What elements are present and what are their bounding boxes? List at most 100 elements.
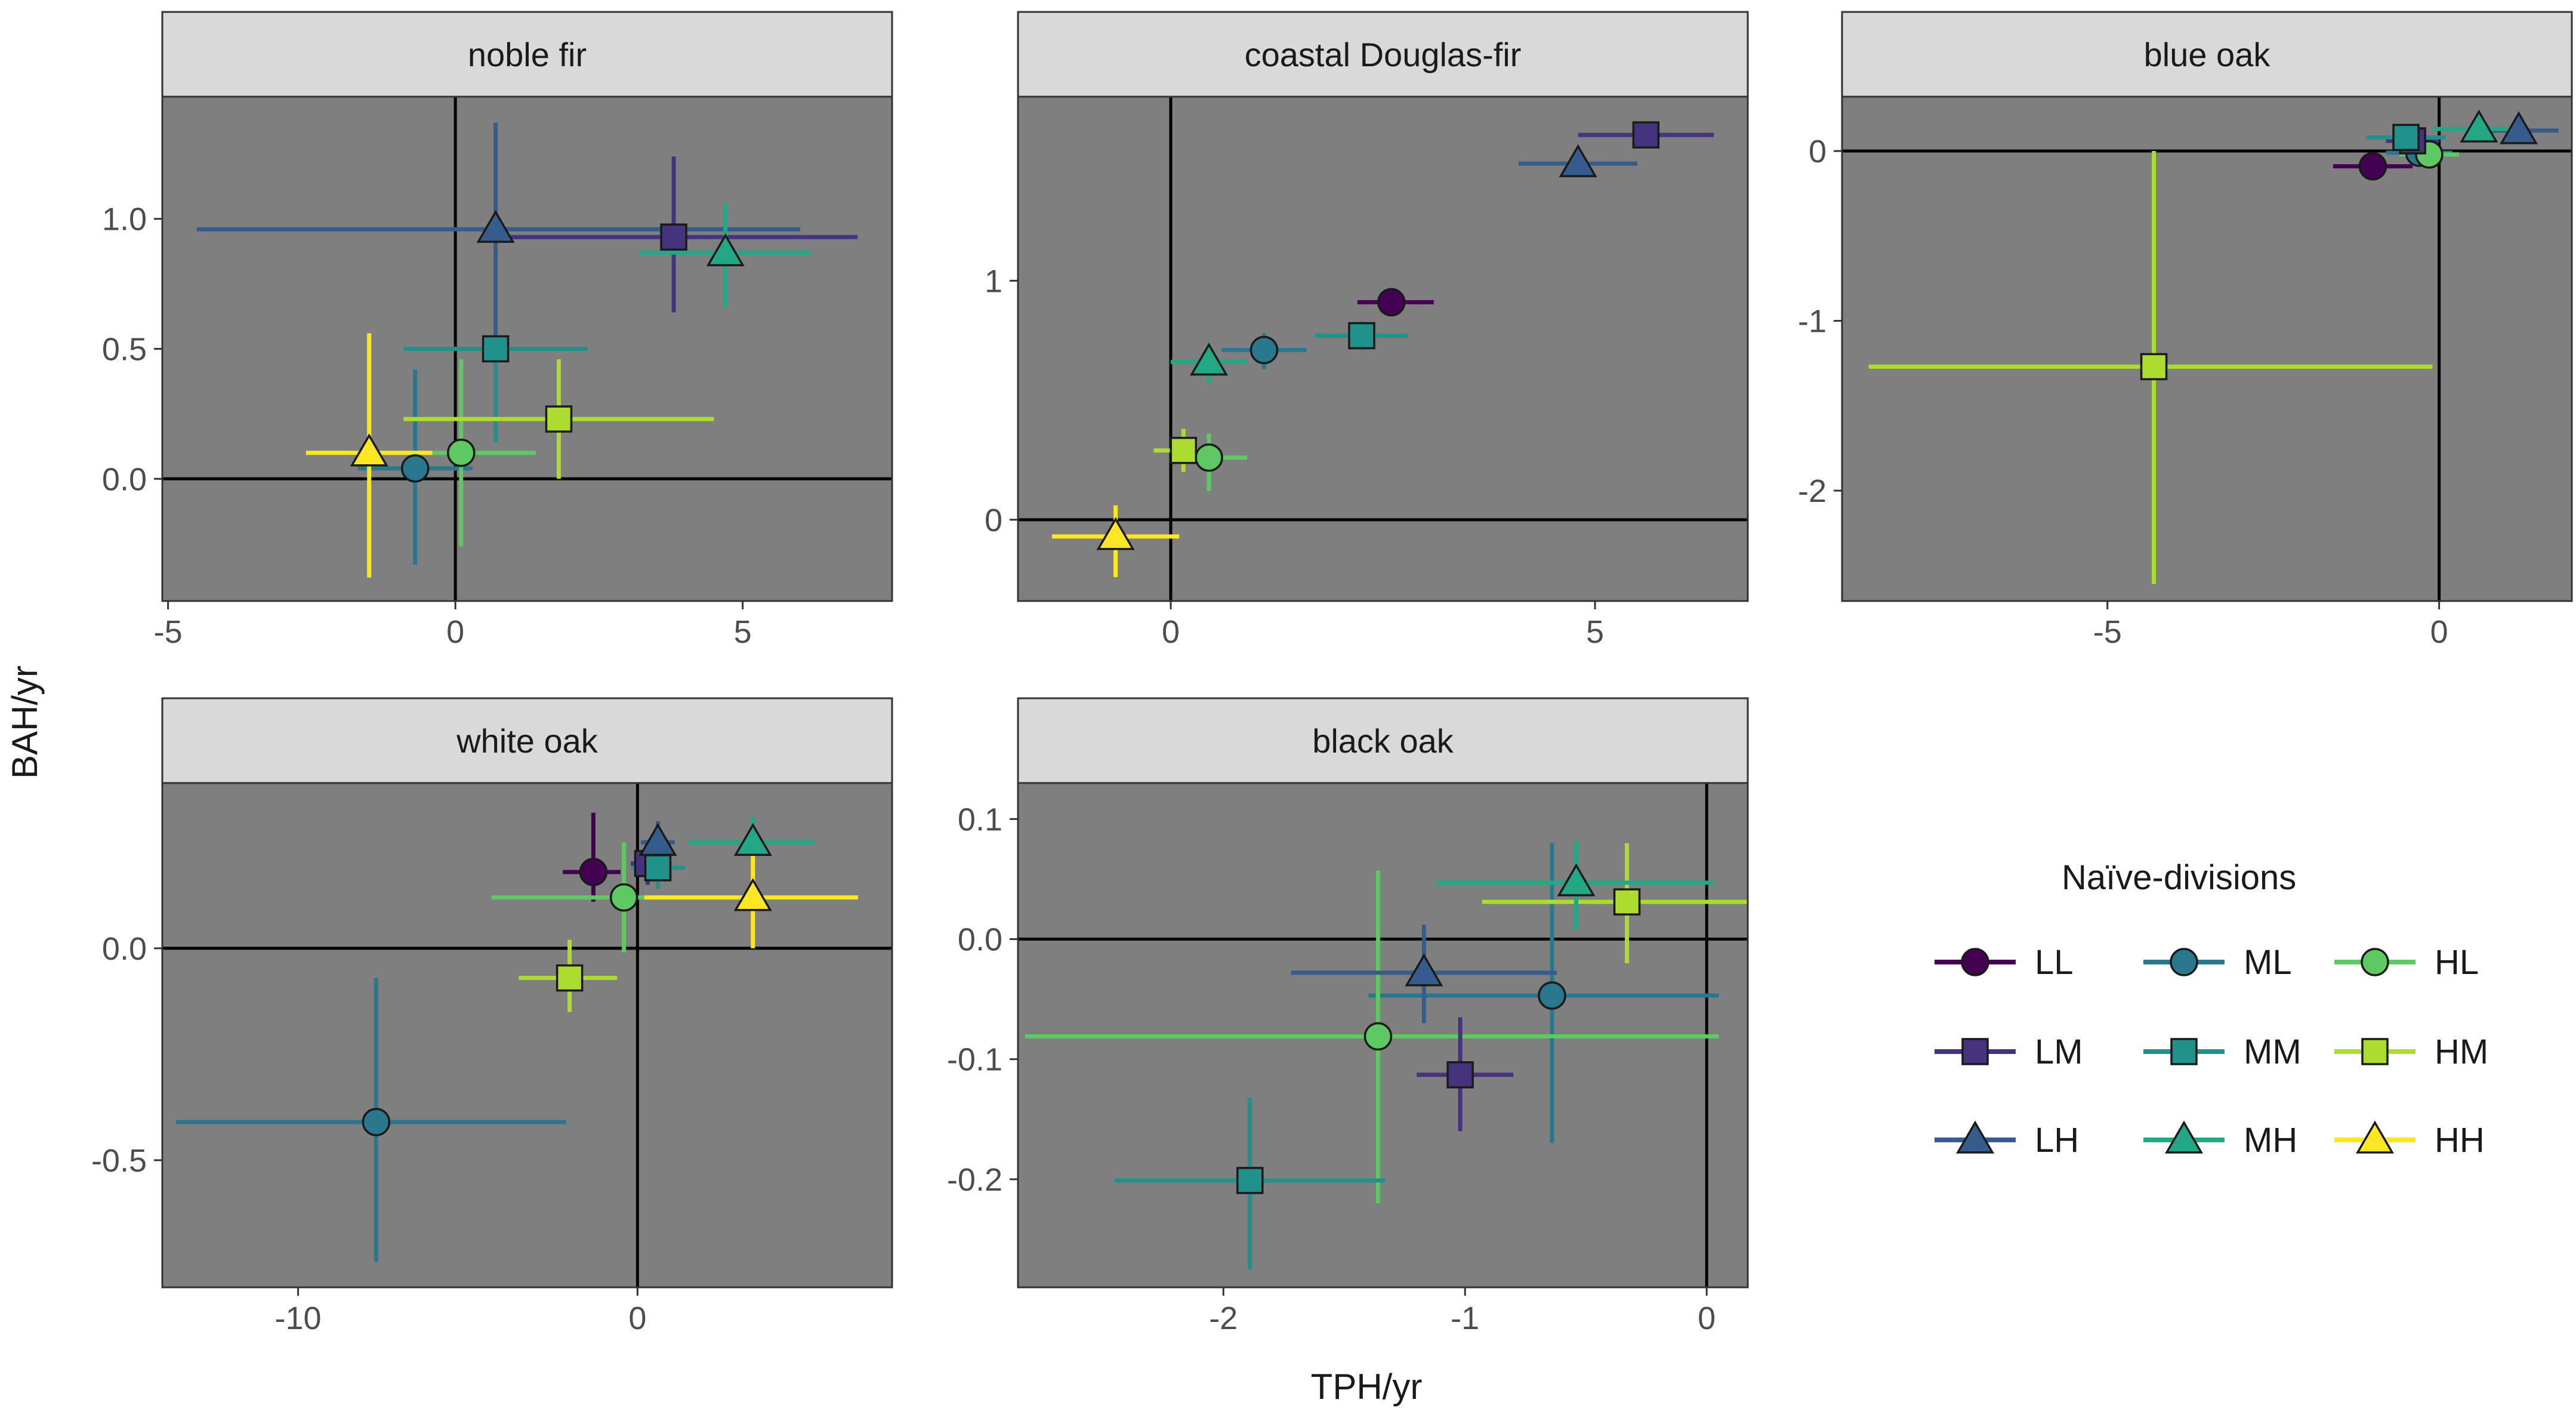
legend-key-marker-MM <box>2170 1038 2198 1065</box>
point-MM <box>2392 124 2420 152</box>
point-HL <box>1363 1022 1393 1051</box>
plot-border <box>161 782 893 1289</box>
point-ML <box>1538 981 1566 1010</box>
panel-strip <box>161 697 893 784</box>
point-ML <box>400 454 430 483</box>
panel-strip <box>1017 697 1749 784</box>
y-tick-label: 1 <box>985 263 1002 299</box>
legend-label: HL <box>2435 943 2479 982</box>
legend-label: HH <box>2435 1121 2485 1160</box>
plot-content <box>1842 97 2572 601</box>
panel-strip <box>1017 11 1749 98</box>
y-tick-label: -0.1 <box>947 1042 1002 1078</box>
legend-label: LH <box>2035 1121 2079 1160</box>
y-tick-label: 0.1 <box>958 802 1002 837</box>
point-LH <box>1559 144 1597 177</box>
point-HH <box>350 433 388 467</box>
x-tick-label: 0 <box>446 614 464 650</box>
y-tick-label: -2 <box>1798 473 1827 509</box>
legend-entry-HH: HH <box>2334 1120 2485 1160</box>
y-tick-label: -1 <box>1798 304 1827 340</box>
x-tick-label: 5 <box>1586 614 1604 650</box>
legend-entry-LM: LM <box>1935 1032 2083 1071</box>
plot-area <box>1842 97 2572 601</box>
legend: Naïve-divisions LL ML HL LM MM HM LH MH HH <box>1935 858 2488 1160</box>
point-MM <box>644 854 672 881</box>
y-tick-label: 0 <box>985 503 1002 538</box>
point-HL <box>609 883 638 912</box>
y-tick-label: 0.0 <box>958 922 1002 958</box>
panel-title: coastal Douglas-fir <box>1245 36 1522 73</box>
x-tick-label: 5 <box>734 614 752 650</box>
legend-label: ML <box>2244 943 2292 982</box>
panel-strip <box>161 11 893 98</box>
point-MH <box>1557 863 1596 896</box>
legend-title: Naïve-divisions <box>2062 858 2296 897</box>
x-tick-label: -10 <box>275 1300 322 1336</box>
point-LL <box>1377 288 1406 317</box>
legend-label: LL <box>2035 943 2074 982</box>
point-HL <box>447 438 476 467</box>
point-HM <box>545 405 573 433</box>
y-axis-title: BAH/yr <box>5 665 45 779</box>
y-tick-label: -0.5 <box>91 1143 147 1179</box>
point-ML <box>362 1108 391 1136</box>
point-LH <box>638 822 677 856</box>
point-LH <box>1405 953 1443 987</box>
legend-key-marker-ML <box>2170 948 2198 976</box>
legend-label: LM <box>2035 1032 2083 1071</box>
x-tick-label: -1 <box>1451 1300 1479 1336</box>
x-axis-title: TPH/yr <box>1311 1367 1423 1407</box>
point-LM <box>1632 121 1660 149</box>
plot-content <box>1018 97 1748 601</box>
x-tick-label: 0 <box>2430 614 2448 650</box>
point-LL <box>2358 152 2387 181</box>
legend-label: MM <box>2244 1032 2302 1071</box>
legend-key-marker-LM <box>1961 1038 1989 1065</box>
x-tick-label: 0 <box>1698 1300 1716 1336</box>
panel-title: blue oak <box>2144 36 2271 73</box>
point-HL <box>1195 443 1223 472</box>
panels-layer: noble fir -5 0 5 0.0 0.5 1.0 coastal Douglas-fi… <box>91 11 2573 1336</box>
legend-entry-MM: MM <box>2143 1032 2302 1071</box>
plot-border <box>1017 95 1749 602</box>
legend-label: HM <box>2435 1032 2488 1071</box>
point-MM <box>1348 322 1375 350</box>
plot-area <box>162 783 892 1287</box>
point-HM <box>1613 888 1641 916</box>
point-HH <box>733 878 772 911</box>
legend-entry-LH: LH <box>1935 1120 2079 1160</box>
x-tick-label: -2 <box>1209 1300 1238 1336</box>
y-tick-label: 0 <box>1809 134 1827 169</box>
point-LM <box>660 223 687 251</box>
panel-title: black oak <box>1312 722 1454 760</box>
point-MH <box>706 233 745 267</box>
legend-entry-HL: HL <box>2334 943 2479 982</box>
plot-area <box>1018 97 1748 601</box>
legend-entry-LL: LL <box>1935 943 2074 982</box>
point-HM <box>2140 353 2168 381</box>
legend-key-marker-MH <box>2164 1120 2204 1154</box>
x-tick-label: 0 <box>628 1300 646 1336</box>
x-tick-label: -5 <box>154 614 183 650</box>
legend-key-marker-HL <box>2361 948 2389 976</box>
plot-content <box>162 97 892 601</box>
point-LH <box>476 209 515 243</box>
point-HM <box>556 964 584 992</box>
y-tick-label: -0.2 <box>947 1162 1002 1198</box>
point-MH <box>1189 343 1229 376</box>
point-LH <box>2500 111 2538 144</box>
point-ML <box>1250 335 1279 365</box>
plot-content <box>1018 783 1748 1287</box>
panel-3: white oak -10 0 -0.5 0.0 <box>91 697 893 1336</box>
point-LL <box>579 858 608 886</box>
y-tick-label: 0.0 <box>102 461 147 497</box>
point-HM <box>1170 436 1198 464</box>
x-tick-label: 0 <box>1162 614 1180 650</box>
panel-1: coastal Douglas-fir 0 5 0 1 <box>985 11 1749 650</box>
legend-entry-MH: MH <box>2143 1120 2297 1160</box>
legend-entry-ML: ML <box>2143 943 2292 982</box>
point-MH <box>2460 109 2498 143</box>
y-tick-label: 0.0 <box>102 931 147 967</box>
